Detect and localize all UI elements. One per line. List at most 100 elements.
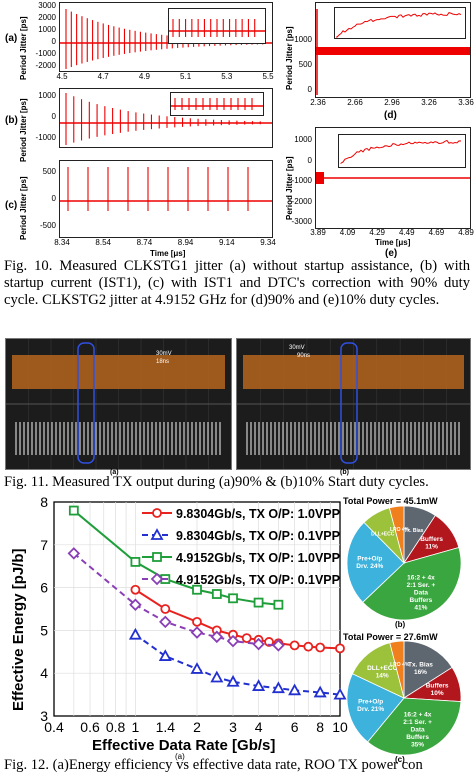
fig11-a-annot-1: 30mV [156, 351, 172, 358]
fig11-b-annot-1: 30mV [289, 345, 305, 352]
series-line-4 [74, 553, 279, 645]
series-4-point [254, 639, 264, 649]
fig10-c-xtick: 9.34 [256, 238, 280, 247]
series-1-point [131, 586, 139, 594]
fig10-e-inset-trace [339, 135, 465, 167]
series-4-point [228, 636, 238, 646]
fig10-label-c: (c) [5, 200, 17, 211]
pie-c-title: Total Power = 27.6mW [343, 632, 438, 642]
fig10-e-xtick: 4.69 [424, 228, 448, 237]
chart-xtick-label: 8 [316, 719, 324, 735]
fig10-panel-d [315, 2, 471, 98]
chart-xtick-label: 0.8 [106, 719, 126, 735]
legend-label-2: 9.8304Gb/s, TX O/P: 0.1VPP [176, 529, 340, 543]
fig10-a-xtick: 5.3 [215, 72, 239, 81]
chart-xtick-label: 4 [255, 719, 263, 735]
series-1-point [255, 636, 263, 644]
legend-label-4: 4.9152Gb/s, TX O/P: 0.1VPP [176, 573, 340, 587]
series-3-point [70, 507, 78, 515]
fig10-d-inset [334, 7, 466, 39]
series-2-point [335, 690, 345, 699]
fig10-d-xtick: 3.26 [417, 98, 441, 107]
pie-slice-label-3: 41% [414, 605, 427, 612]
fig10-e-xtick: 3.89 [306, 228, 330, 237]
chart-xtick-label: 0.4 [44, 719, 64, 735]
fig10-b-ylabel: Period Jitter [ps] [19, 92, 29, 162]
pie-slice-label-5: DLL+ECC [367, 665, 397, 672]
pie-slice-label-3: 2:1 Ser. + [403, 719, 432, 726]
fig10-b-ytick: 1000 [28, 91, 56, 100]
fig10-panel-c [59, 160, 273, 238]
fig10-panel-a [59, 2, 273, 72]
pie-slice-label-3: 16:2 + 4x [404, 711, 432, 718]
series-3-point [255, 599, 263, 607]
pie-slice-1 [404, 641, 452, 698]
chart-xtick-label: 0.6 [80, 719, 100, 735]
fig10-a-xtick: 4.5 [50, 72, 74, 81]
pie-slice-label-1: Tx. Bias [404, 528, 423, 534]
series-line-3 [74, 511, 279, 605]
chart-ytick-label: 8 [40, 494, 48, 510]
fig10-d-ytick: 1000 [284, 35, 312, 44]
chart-xtick-label: 1.4 [156, 719, 176, 735]
pie-slice-label-4: Pre+O/p [357, 556, 382, 563]
fig11-scope-a-waveform [6, 339, 231, 469]
fig10-a-xtick: 4.7 [91, 72, 115, 81]
fig10-e-ytick: -3000 [284, 217, 312, 226]
fig11-scope-b: 30mV 90ns [236, 338, 471, 470]
fig10-c-xtick: 8.94 [174, 238, 198, 247]
series-2-point [273, 683, 283, 692]
chart-xtick-label: 1 [132, 719, 140, 735]
fig10-e-xtick: 4.89 [454, 228, 474, 237]
series-4-point [160, 617, 170, 627]
pie-slice-label-3: 35% [411, 741, 424, 748]
fig10-d-ylabel: Period Jitter [ps] [285, 20, 295, 90]
fig10-e-ytick: 1000 [284, 135, 312, 144]
fig10-a-ytick: -2000 [28, 61, 56, 70]
fig10-c-xlabel: Time [μs] [150, 249, 185, 258]
fig10-c-xtick: 9.14 [215, 238, 239, 247]
pie-slice-3 [368, 698, 461, 755]
fig10-panel-e [315, 127, 471, 229]
fig10-b-inset [170, 92, 264, 116]
series-2-point [254, 681, 264, 690]
fig11-scope-b-waveform [237, 339, 470, 469]
trace-band [316, 47, 470, 55]
legend-label-3: 4.9152Gb/s, TX O/P: 1.0VPP [176, 551, 340, 565]
fig10-d-xtick: 3.36 [454, 98, 474, 107]
fig10-b-inset-trace [171, 93, 263, 115]
fig10-d-xtick: 2.66 [343, 98, 367, 107]
series-2-point [212, 672, 222, 681]
legend-label-1: 9.8304Gb/s, TX O/P: 1.0VPP [176, 507, 340, 521]
pie-slice-label-2: 10% [431, 690, 444, 697]
fig12-ylabel: Effective Energy [pJ/b] [10, 525, 28, 735]
fig11-b-annot-2: 90ns [297, 353, 310, 360]
fig10-label-d: (d) [384, 110, 397, 121]
series-1-point [274, 639, 282, 647]
fig10-d-inset-trace [335, 8, 465, 38]
chart-frame [54, 502, 340, 716]
series-1-point [193, 618, 201, 626]
series-3-point [229, 594, 237, 602]
series-4-point [212, 632, 222, 642]
pie-slice-3 [363, 548, 461, 620]
scope-trace-top [12, 355, 225, 389]
trace-settling [337, 13, 461, 38]
fig10-e-ytick: -1000 [284, 176, 312, 185]
legend-marker-4 [152, 574, 162, 584]
fig10-a-xtick: 5.1 [174, 72, 198, 81]
pie-slice-label-2: 11% [425, 544, 438, 551]
pie-b-label: (b) [395, 620, 405, 629]
fig10-e-xtick: 4.49 [395, 228, 419, 237]
chart-xtick-label: 6 [291, 719, 299, 735]
fig12-caption: Fig. 12. (a)Energy efficiency vs effecti… [4, 757, 470, 774]
pie-slice-label-4: Drv. 21% [357, 706, 384, 713]
fig10-c-xtick: 8.34 [50, 238, 74, 247]
fig10-a-ytick: 3000 [28, 1, 56, 10]
chart-ytick-label: 6 [40, 580, 48, 596]
pie-slice-4 [347, 522, 404, 602]
series-3-point [161, 575, 169, 583]
pie-slice-4 [347, 674, 404, 742]
pie-slice-label-1: Tx. Bias [408, 661, 433, 668]
fig10-e-xtick: 4.29 [365, 228, 389, 237]
